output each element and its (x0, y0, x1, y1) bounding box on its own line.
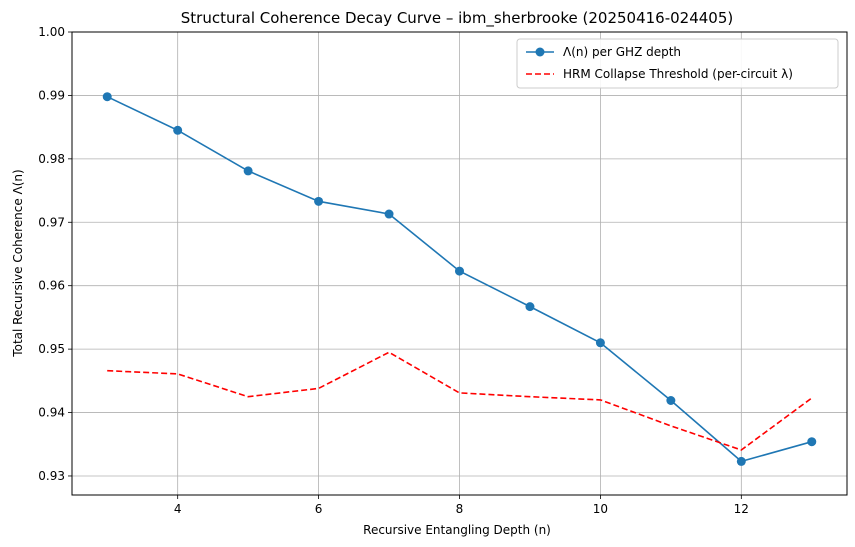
x-tick-label: 6 (315, 502, 323, 516)
legend-label-2: HRM Collapse Threshold (per-circuit λ) (563, 67, 793, 81)
y-tick-label: 0.96 (38, 279, 65, 293)
y-tick-label: 1.00 (38, 25, 65, 39)
series-1-point (384, 209, 394, 219)
series-1-point (455, 266, 464, 276)
x-tick-label: 4 (174, 502, 182, 516)
y-tick-label: 0.98 (38, 152, 65, 166)
legend: Λ(n) per GHZ depth HRM Collapse Threshold… (516, 38, 839, 89)
y-tick-label: 0.99 (38, 88, 65, 102)
y-tick-label: 0.93 (38, 469, 65, 483)
y-tick-label: 0.94 (38, 406, 65, 420)
series-1-point (102, 92, 112, 102)
series-1-point (807, 437, 817, 447)
x-tick-label: 8 (456, 502, 464, 516)
series-1-point (666, 395, 676, 405)
chart-title: Structural Coherence Decay Curve – ibm_s… (181, 9, 733, 28)
series-layer (102, 92, 817, 466)
legend-marker-1 (535, 47, 545, 57)
series-line-2 (107, 351, 813, 451)
series-1-point (595, 338, 605, 348)
series-1-point (736, 456, 746, 466)
legend-box (516, 38, 839, 89)
x-tick-label: 12 (734, 502, 749, 516)
series-1-point (525, 302, 535, 312)
series-1-point (173, 125, 183, 135)
series-1-point (314, 196, 324, 206)
legend-label-1: Λ(n) per GHZ depth (563, 45, 681, 59)
ticks: 4 6 8 10 12 0.93 0.94 0.95 0.96 0.97 0.98 0.99 1.00 (38, 25, 749, 516)
y-tick-label: 0.95 (38, 342, 65, 356)
series-1-point (243, 166, 253, 176)
grid (72, 31, 847, 495)
y-axis-label: Total Recursive Coherence Λ(n) (11, 169, 25, 357)
y-tick-label: 0.97 (38, 215, 65, 229)
x-tick-label: 10 (593, 502, 608, 516)
x-axis-label: Recursive Entangling Depth (n) (363, 523, 551, 537)
